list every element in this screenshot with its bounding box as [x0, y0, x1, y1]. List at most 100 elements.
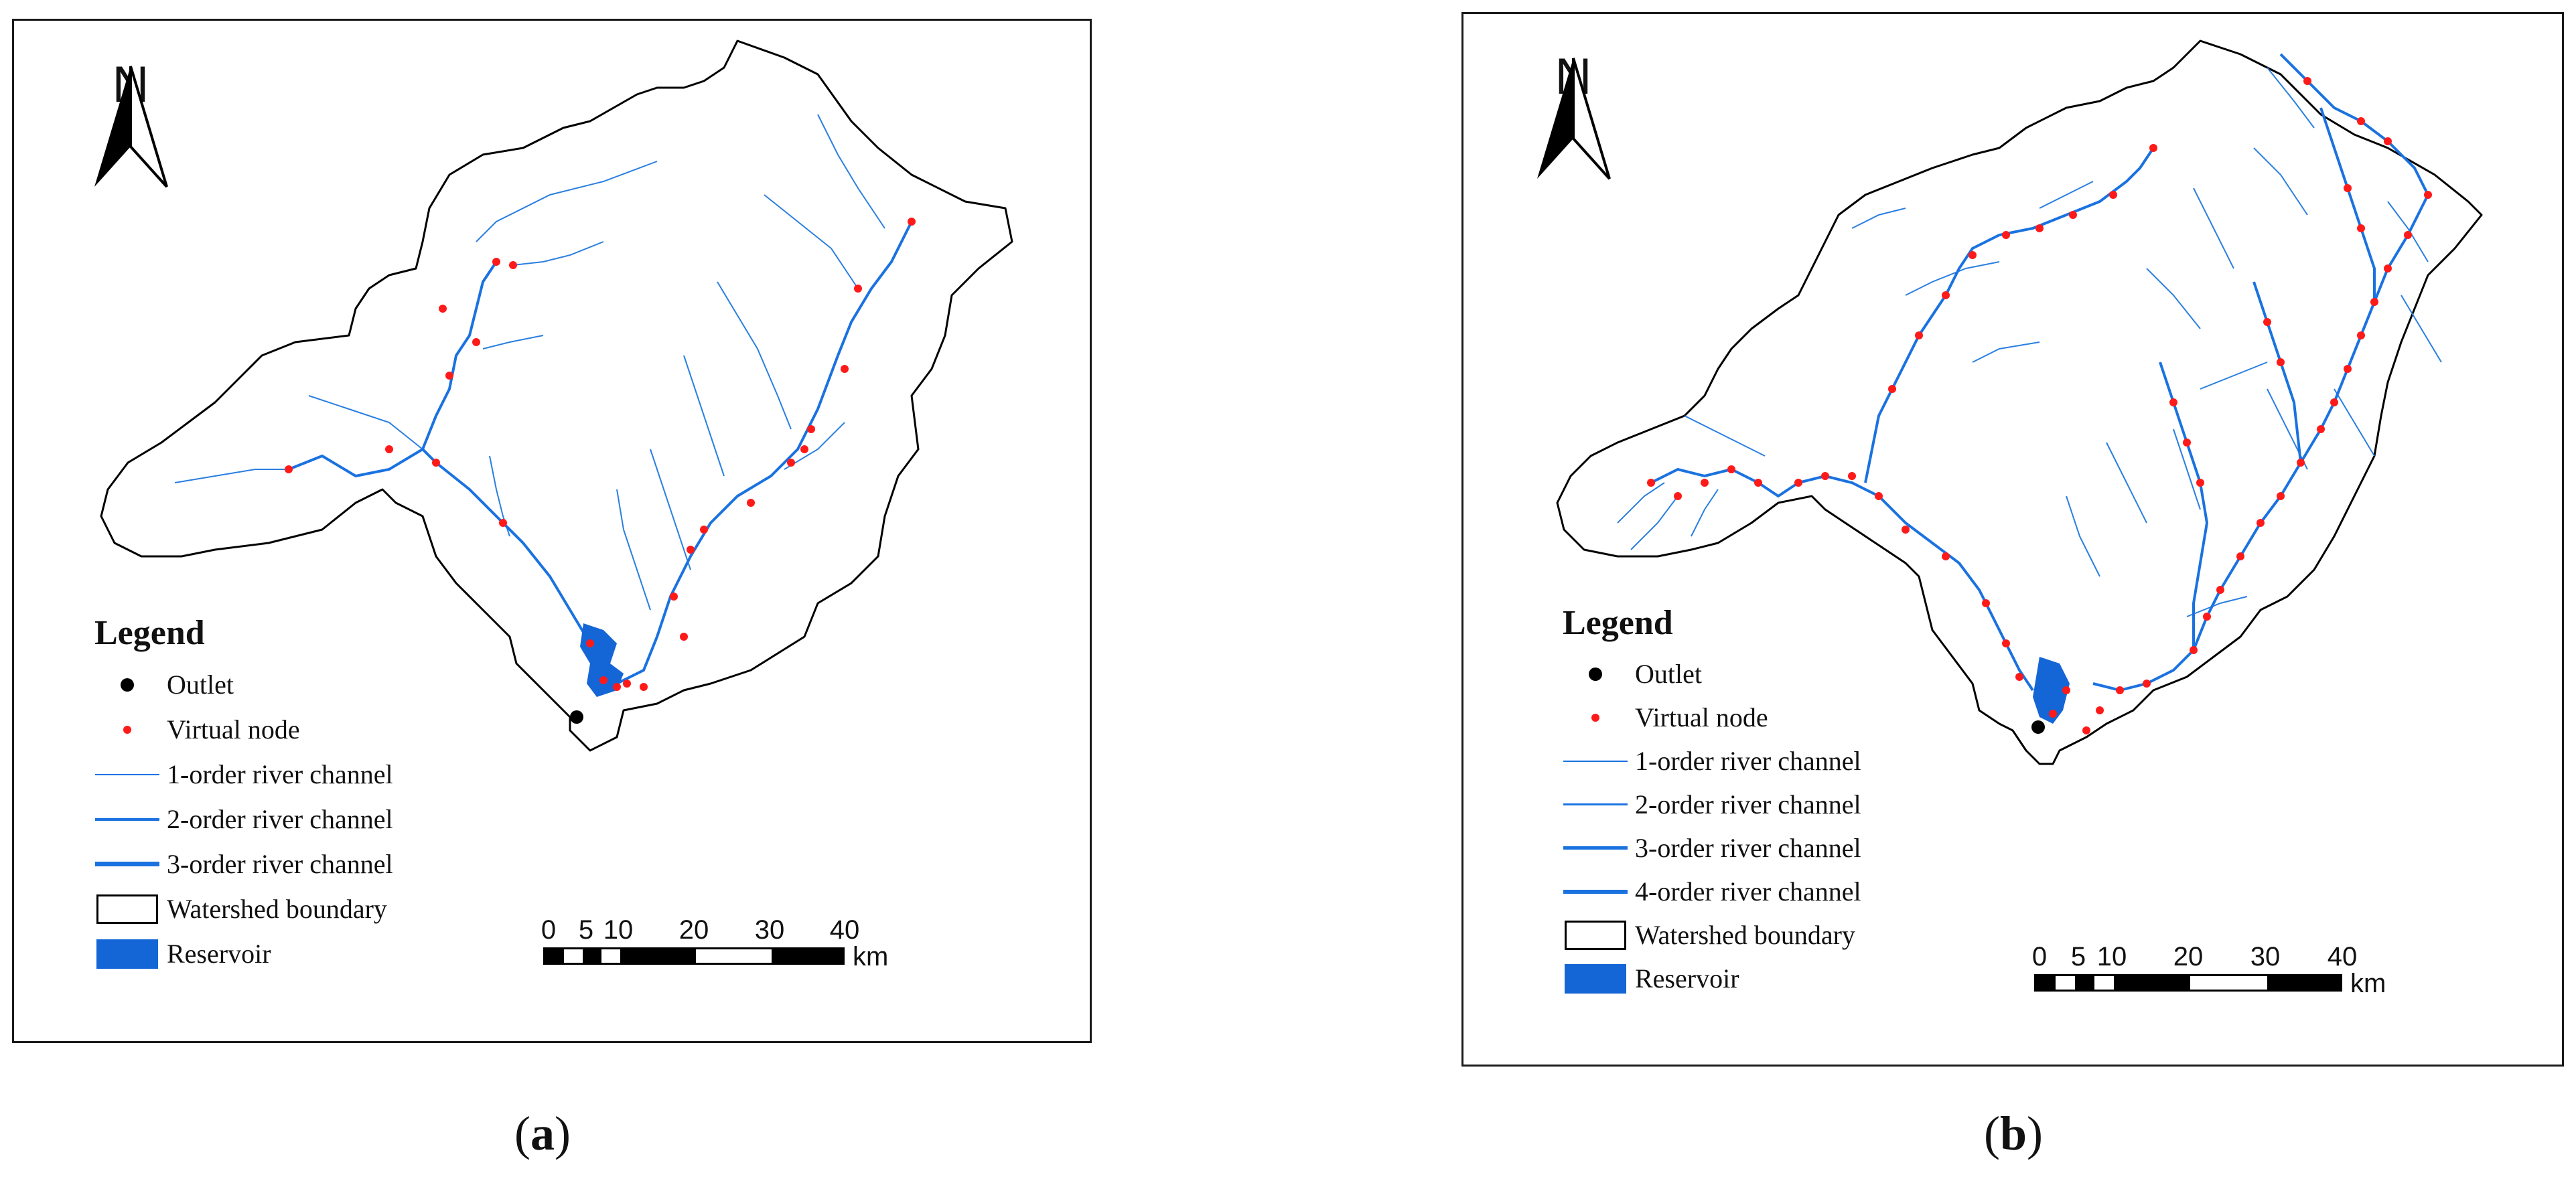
river-channel-1: [2401, 295, 2442, 363]
legend-item-outlet: Outlet: [1563, 652, 1861, 696]
river-channel-1: [512, 241, 604, 266]
virtual-node: [2035, 224, 2044, 232]
outlet-marker: [570, 710, 583, 724]
legend-item-reservoir: Reservoir: [94, 931, 393, 976]
virtual-node: [2277, 358, 2285, 366]
scale-unit: km: [853, 942, 889, 971]
reservoir-swatch-icon: [1565, 963, 1626, 994]
virtual-node: [1902, 526, 1910, 534]
legend-label: 3-order river channel: [167, 849, 393, 879]
legend-item-virtual-node: Virtual node: [94, 707, 393, 752]
outlet-icon: [121, 678, 134, 692]
legend-item-river-2: 2-order river channel: [1563, 783, 1861, 826]
river-channel-1: [2106, 442, 2147, 524]
river-channel-2: [616, 221, 913, 685]
virtual-node: [787, 459, 795, 467]
virtual-node: [623, 680, 631, 688]
virtual-node: [445, 372, 453, 380]
virtual-node: [599, 676, 607, 684]
virtual-node: [285, 465, 293, 473]
virtual-node: [680, 633, 688, 641]
watershed-boundary: [1556, 40, 2483, 765]
river-channel-2: [421, 260, 498, 450]
scale-tick-label: 20: [2173, 942, 2204, 971]
legend-label: 4-order river channel: [1635, 876, 1861, 907]
virtual-node: [509, 261, 517, 269]
river-4-line-icon: [1563, 889, 1628, 894]
river-channel-1: [1684, 415, 1766, 457]
north-arrow-icon: [1537, 58, 1611, 180]
virtual-node: [2109, 191, 2117, 199]
river-channel-1: [174, 469, 289, 483]
virtual-node: [2424, 191, 2432, 199]
legend-item-river-3: 3-order river channel: [94, 842, 393, 886]
river-channel-1: [1972, 341, 2040, 363]
virtual-node: [2049, 710, 2057, 718]
river-3-line-icon: [95, 862, 159, 866]
outlet-icon: [1589, 667, 1602, 681]
virtual-node: [1848, 472, 1856, 480]
river-channel-1: [2186, 596, 2248, 617]
river-channel-1: [764, 194, 859, 289]
caption-letter: b: [1999, 1107, 2027, 1160]
virtual-node: [2357, 117, 2365, 125]
river-channel-2: [2252, 281, 2302, 463]
legend-item-river-2: 2-order river channel: [94, 797, 393, 842]
virtual-node: [687, 546, 695, 554]
scale-tick-label: 0: [541, 915, 557, 945]
map-canvas-a: [100, 40, 1013, 752]
virtual-node: [841, 365, 849, 373]
legend-label: 2-order river channel: [167, 804, 393, 834]
legend-item-reservoir: Reservoir: [1563, 957, 1861, 1000]
scale-bar: 0 5 10 20 30 40 km: [2032, 942, 2386, 998]
virtual-node: [2384, 264, 2392, 272]
legend-label: Watershed boundary: [1635, 920, 1855, 950]
river-channel-4: [1650, 467, 2034, 692]
river-2-line-icon: [95, 817, 159, 821]
virtual-nodes-group: [285, 218, 916, 691]
watershed-swatch-icon: [96, 894, 158, 924]
reservoir: [2033, 657, 2070, 724]
legend-item-river-1: 1-order river channel: [1563, 739, 1861, 783]
river-1-order-group: [174, 114, 885, 611]
river-channel-1: [482, 335, 544, 349]
north-arrow-icon: [94, 66, 168, 188]
north-arrow: N: [1532, 52, 1615, 180]
map-canvas-b: [1556, 40, 2483, 765]
scale-tick-label: 40: [829, 915, 860, 945]
river-channel-1: [2193, 187, 2234, 269]
virtual-node: [2303, 77, 2311, 85]
virtual-node: [807, 425, 815, 433]
legend-label: Outlet: [167, 670, 234, 700]
river-channel-1: [2066, 495, 2100, 577]
scale-tick-label: 30: [2250, 942, 2281, 971]
river-channel-1: [2334, 388, 2375, 457]
map-panel-a: N Legend Outlet Virtual node 1-order riv…: [12, 19, 1092, 1043]
virtual-node: [640, 683, 648, 691]
virtual-node: [586, 639, 594, 647]
river-channel-1: [308, 395, 423, 450]
watershed-boundary: [100, 40, 1013, 752]
virtual-node: [1754, 479, 1762, 487]
virtual-node: [2196, 479, 2204, 487]
river-channel-1: [1617, 482, 1665, 524]
legend-label: 2-order river channel: [1635, 789, 1861, 819]
river-channel-1: [1630, 495, 1678, 550]
watershed-swatch-icon: [1565, 920, 1626, 950]
legend-label: 1-order river channel: [167, 759, 393, 789]
virtual-nodes-group: [1647, 77, 2432, 734]
virtual-node: [2062, 686, 2070, 694]
virtual-node: [1915, 331, 1923, 339]
legend-item-river-1: 1-order river channel: [94, 752, 393, 797]
outlet-marker: [2031, 720, 2045, 734]
river-channel-1: [2387, 201, 2429, 262]
scale-tick-label: 20: [678, 915, 709, 945]
virtual-node: [2116, 686, 2124, 694]
virtual-node: [1969, 251, 1977, 259]
virtual-node: [2317, 425, 2325, 433]
virtual-node: [2190, 646, 2198, 654]
river-channel-1: [616, 489, 651, 611]
caption-close: ): [554, 1107, 571, 1160]
river-channel-1: [717, 281, 792, 430]
virtual-node: [1701, 479, 1709, 487]
